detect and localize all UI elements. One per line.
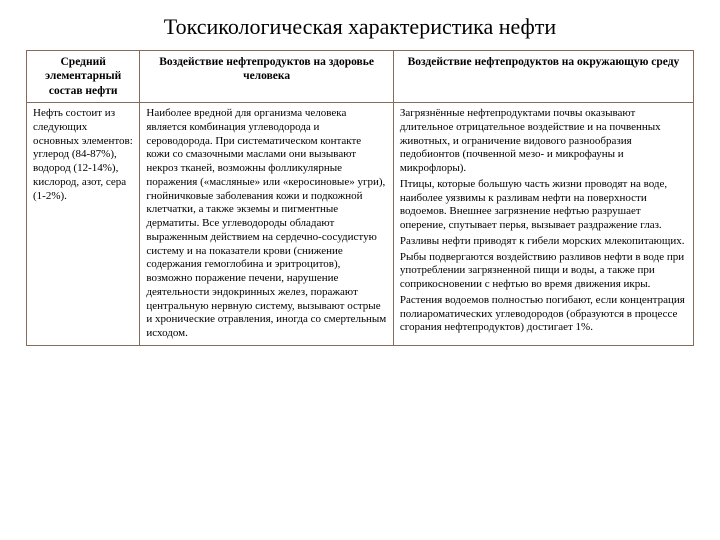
col-header-composition: Средний элементарный состав нефти (27, 51, 140, 103)
table-header-row: Средний элементарный состав нефти Воздей… (27, 51, 694, 103)
slide-title: Токсикологическая характеристика нефти (26, 14, 694, 40)
env-paragraph: Разливы нефти приводят к гибели морских … (400, 235, 687, 249)
env-paragraph: Рыбы подвергаются воздействию разливов н… (400, 251, 687, 292)
cell-environment: Загрязнённые нефтепродуктами почвы оказы… (393, 103, 693, 346)
col-header-human-health: Воздействие нефтепродуктов на здоровье ч… (140, 51, 393, 103)
env-paragraph: Птицы, которые большую часть жизни прово… (400, 178, 687, 233)
col-header-environment: Воздействие нефтепродуктов на окружающую… (393, 51, 693, 103)
cell-composition: Нефть состоит из следующих основных элем… (27, 103, 140, 346)
table-row: Нефть состоит из следующих основных элем… (27, 103, 694, 346)
slide: Токсикологическая характеристика нефти С… (0, 0, 720, 540)
env-paragraph: Загрязнённые нефтепродуктами почвы оказы… (400, 107, 687, 176)
env-paragraph: Растения водоемов полностью погибают, ес… (400, 294, 687, 335)
toxicology-table: Средний элементарный состав нефти Воздей… (26, 50, 694, 346)
cell-human-health: Наиболее вредной для организма человека … (140, 103, 393, 346)
